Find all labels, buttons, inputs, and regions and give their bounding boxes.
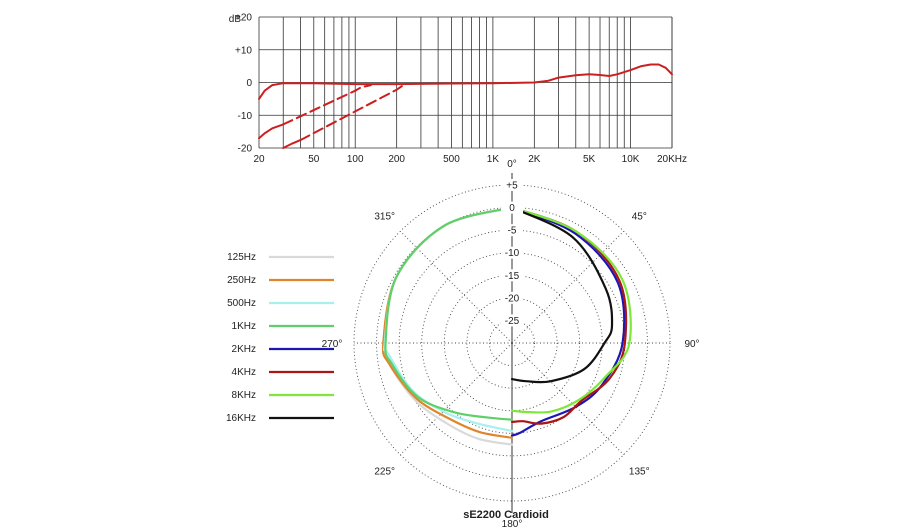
chart-title: sE2200 Cardioid (463, 509, 549, 521)
polar-curve-125hz (381, 206, 514, 446)
angle-label: 180° (502, 519, 523, 530)
frequency-curve-1 (258, 63, 673, 100)
radial-tick-label: -5 (508, 226, 517, 237)
polar-curve-250hz (381, 206, 514, 439)
angle-label: 315° (374, 212, 395, 223)
legend-label: 125Hz (227, 252, 256, 263)
polar-ring (421, 252, 603, 434)
radial-tick-label: -25 (505, 316, 520, 327)
radial-tick-bg (501, 246, 523, 259)
radial-tick-label: -10 (505, 248, 520, 259)
x-tick-label: 20 (253, 154, 265, 165)
x-tick-label: 5K (583, 154, 596, 165)
radial-tick-label: -20 (505, 293, 520, 304)
frequency-curve-4 (282, 139, 302, 149)
radial-tick-label: 0 (509, 203, 515, 214)
x-tick-label: 500 (443, 154, 460, 165)
x-tick-label: 2K (528, 154, 541, 165)
x-tick-label: 200 (388, 154, 405, 165)
angle-label: 270° (322, 339, 343, 350)
radial-tick-bg (501, 201, 523, 214)
y-tick-label: -10 (238, 111, 253, 122)
angle-label: 225° (374, 466, 395, 477)
y-tick-label: -20 (238, 144, 253, 155)
polar-curve-1khz (384, 206, 514, 421)
polar-curve-2khz (510, 206, 626, 437)
legend-label: 4KHz (232, 367, 256, 378)
polar-curve-16khz (510, 206, 614, 384)
angle-label: 90° (684, 339, 699, 350)
polar-spoke (511, 230, 625, 344)
polar-curve-500hz (382, 206, 514, 433)
frequency-curves (258, 63, 673, 149)
frequency-curve-2 (258, 123, 285, 140)
polar-labels: +5 0 -5 -10 -15 -20 -25 0° 45° 90° 135° 180° 225° 270… (322, 159, 700, 530)
radial-tick-bg (501, 291, 523, 304)
x-tick-label: 100 (347, 154, 364, 165)
x-tick-label: 50 (308, 154, 320, 165)
legend-label: 1KHz (232, 321, 256, 332)
radial-tick-bg (501, 179, 523, 191)
legend: 125Hz 250Hz 500Hz 1KHz 2KHz 4KHz 8KHz 16KHz (226, 252, 334, 424)
x-tick-label: 10K (622, 154, 640, 165)
legend-label: 8KHz (232, 390, 256, 401)
radial-tick-label: -15 (505, 271, 520, 282)
polar-curves (381, 206, 632, 446)
legend-label: 2KHz (232, 344, 256, 355)
angle-label: 0° (507, 159, 517, 170)
radial-tick-bg (501, 224, 523, 237)
legend-label: 250Hz (227, 275, 256, 286)
x-tick-label: 1K (487, 154, 500, 165)
legend-label: 16KHz (226, 413, 256, 424)
y-unit-label: dB (229, 14, 242, 25)
frequency-curve-3 (282, 84, 372, 126)
y-tick-label: 0 (246, 78, 252, 89)
legend-label: 500Hz (227, 298, 256, 309)
y-tick-label: +10 (235, 45, 252, 56)
radial-tick-bg (501, 314, 523, 327)
radial-tick-label: +5 (506, 181, 518, 192)
angle-label: 45° (632, 212, 647, 223)
polar-curve-8khz (510, 206, 632, 414)
radial-tick-bg (501, 269, 523, 282)
polar-spoke (511, 342, 625, 456)
angle-label: 135° (629, 466, 650, 477)
y-tick-label: +20 (235, 13, 252, 24)
frequency-curve-5 (299, 84, 404, 142)
polar-curve-4khz (510, 206, 628, 425)
polar-pattern-chart: +5 0 -5 -10 -15 -20 -25 0° 45° 90° 135° 180° 225° 270… (322, 159, 700, 530)
x-tick-label: 20KHz (657, 154, 687, 165)
